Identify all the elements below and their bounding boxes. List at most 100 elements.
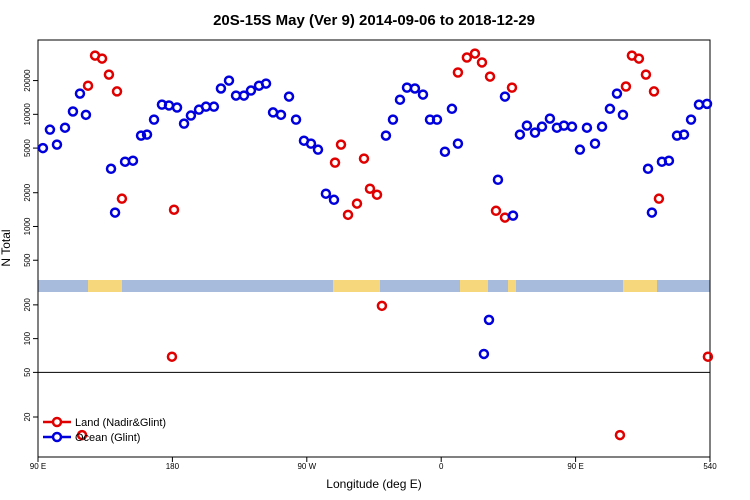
legend-marker [51,431,63,443]
point [701,98,713,110]
point [376,300,388,312]
point [37,142,49,154]
point [364,183,376,194]
point [96,53,108,64]
point [245,85,257,96]
point [135,130,147,141]
point [653,193,665,204]
point [693,99,705,110]
point [566,121,578,132]
point [417,89,429,100]
land-mask-strip [38,280,710,292]
y-axis-label: N Total [0,229,13,266]
land-strip [460,280,488,292]
y-tick-label: 5000 [23,139,32,157]
legend-label: Land (Nadir&Glint) [75,417,166,429]
point [76,429,88,441]
point [521,120,533,131]
land-strip [623,280,657,292]
point [394,94,406,105]
point [476,57,488,68]
land-strip [88,280,122,292]
point [208,101,220,112]
point [490,205,502,217]
y-tick-label: 200 [23,298,32,312]
point [536,121,548,132]
plot-frame [37,39,711,458]
x-tick-label: 90 W [297,462,316,471]
point [648,86,660,97]
y-tick-label: 2000 [23,183,32,201]
point [596,121,608,132]
point [589,138,601,149]
point [109,207,121,218]
y-tick-label: 1000 [23,217,32,235]
point [171,102,183,113]
point [499,212,511,223]
point [260,78,272,89]
point [168,204,180,215]
point [283,91,295,102]
point [702,351,714,362]
x-tick-label: 90 E [567,462,583,471]
point [380,130,392,141]
point [351,198,363,209]
point [620,81,632,92]
point [148,114,160,125]
point [678,129,690,140]
point [461,52,473,63]
x-tick-label: 0 [439,462,444,471]
point [431,114,443,125]
point [51,139,63,150]
point [633,53,645,64]
land-strip [333,280,380,292]
point [478,348,490,360]
point [223,75,235,86]
point [141,129,153,140]
y-tick-label: 500 [23,253,32,267]
x-tick-label: 180 [166,462,180,471]
point [499,91,511,102]
point [59,122,71,133]
point [44,124,56,135]
point [105,163,117,175]
legend-marker [51,416,63,428]
point [492,174,504,186]
y-tick-label: 50 [23,367,32,376]
point [484,71,496,82]
y-tick-label: 100 [23,331,32,345]
point [166,351,178,362]
point [163,100,175,111]
y-tick-label: 20000 [23,69,32,92]
point [320,188,332,199]
legend-label: Ocean (Glint) [75,432,140,444]
point [328,194,340,206]
land-strip [508,280,516,292]
point [640,69,652,80]
point [574,144,586,155]
point [507,210,519,221]
y-tick-label: 20 [23,412,32,421]
point [371,189,383,200]
point [483,314,495,326]
point [506,82,518,93]
point [111,86,123,97]
point [663,155,675,166]
y-tick-label: 10000 [23,103,32,126]
point [335,139,347,150]
point [238,90,250,101]
point [439,146,451,157]
point [342,209,354,221]
point [387,114,399,125]
point [74,88,86,99]
point [514,129,526,140]
point [103,69,115,80]
point [358,153,370,164]
point [329,157,341,168]
point [469,48,481,59]
x-tick-label: 90 E [30,462,46,471]
point [529,127,541,138]
x-axis-label: Longitude (deg E) [326,477,421,491]
